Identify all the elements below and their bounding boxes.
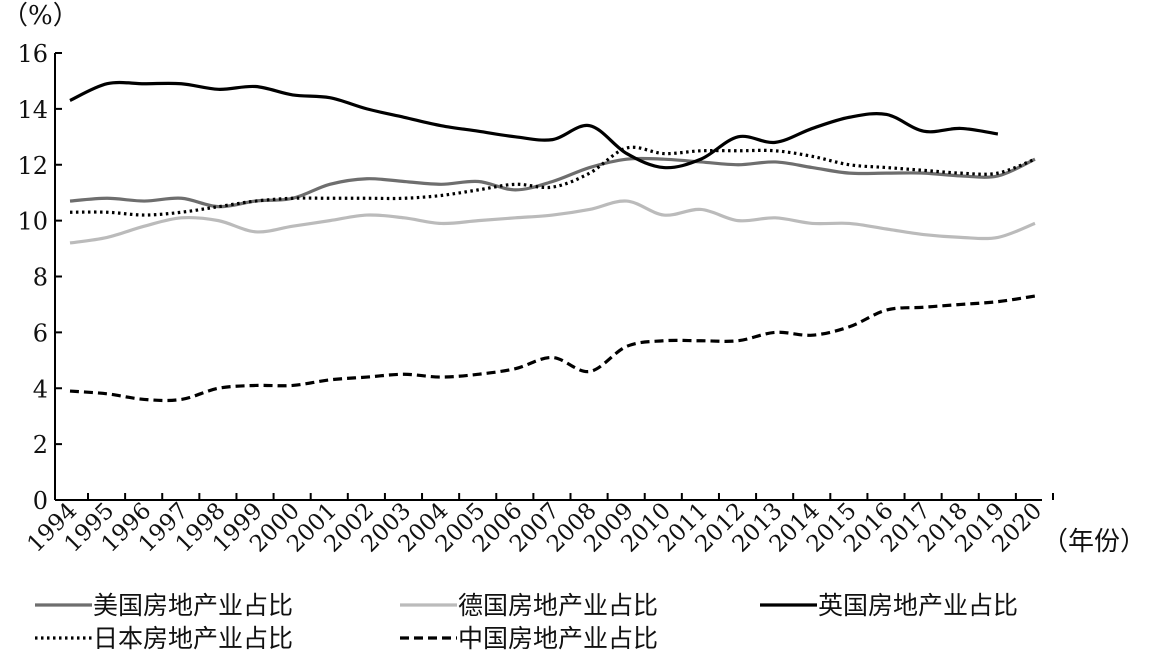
series-line <box>69 80 999 170</box>
legend-label: 美国房地产业占比 <box>93 591 293 620</box>
y-tick-label: 6 <box>33 319 48 347</box>
x-axis-unit-label: （年份） <box>1042 527 1146 557</box>
y-tick-label: 2 <box>33 431 48 459</box>
series-line <box>69 294 1036 403</box>
y-tick-label: 0 <box>33 487 48 515</box>
y-tick-label: 12 <box>17 152 48 180</box>
legend-label: 日本房地产业占比 <box>93 624 293 653</box>
legend-label: 中国房地产业占比 <box>458 624 658 653</box>
y-tick-label: 16 <box>17 40 48 68</box>
legend-label: 德国房地产业占比 <box>458 591 658 620</box>
y-tick-label: 10 <box>17 208 48 236</box>
legend-label: 英国房地产业占比 <box>818 591 1018 620</box>
y-tick-label: 4 <box>33 375 48 403</box>
y-axis-unit-label: （%） <box>2 1 79 31</box>
series-line <box>69 156 1036 209</box>
y-tick-label: 8 <box>33 264 48 292</box>
y-tick-label: 14 <box>17 96 48 124</box>
series-line <box>69 199 1036 245</box>
